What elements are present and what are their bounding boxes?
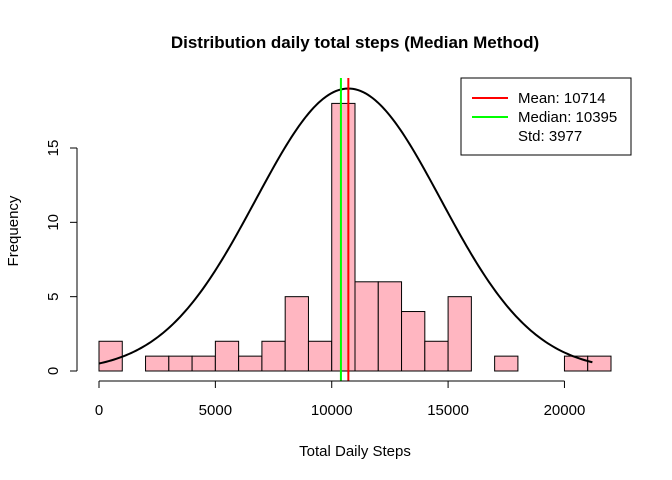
normal-curve <box>98 87 593 365</box>
histogram-bar-8 <box>284 296 309 372</box>
histogram-bar-11 <box>354 281 379 372</box>
x-tick-label-0: 0 <box>95 402 103 419</box>
histogram-bar-6 <box>238 355 263 372</box>
reference-lines <box>339 78 350 381</box>
histogram-bar-14 <box>424 340 449 372</box>
histogram-bar-15 <box>447 296 472 372</box>
histogram-bar-0 <box>98 340 123 372</box>
histogram-bar-21 <box>587 355 612 372</box>
chart-title: Distribution daily total steps (Median M… <box>171 33 539 52</box>
y-axis: 0 5 10 15 <box>45 140 78 375</box>
legend-label-2: Std: 3977 <box>518 128 582 145</box>
histogram-bar-17 <box>494 355 519 372</box>
x-tick-label-3: 15000 <box>427 402 469 419</box>
legend: Mean: 10714 Median: 10395 Std: 3977 <box>460 77 632 156</box>
histogram-bars <box>98 102 612 372</box>
histogram-bar-10 <box>331 102 356 372</box>
y-tick-label-3: 15 <box>45 140 62 157</box>
x-tick-label-2: 10000 <box>311 402 353 419</box>
legend-label-0: Mean: 10714 <box>518 90 606 107</box>
y-tick-label-1: 5 <box>45 292 62 300</box>
x-axis: 0 5000 10000 15000 20000 <box>95 380 586 419</box>
y-tick-label-0: 0 <box>45 367 62 375</box>
x-tick-label-4: 20000 <box>544 402 586 419</box>
histogram-bar-2 <box>145 355 170 372</box>
histogram-bar-3 <box>168 355 193 372</box>
normal-curve-layer <box>98 87 593 365</box>
y-tick-label-2: 10 <box>45 214 62 231</box>
histogram-bar-7 <box>261 340 286 372</box>
x-axis-label: Total Daily Steps <box>299 443 411 460</box>
x-tick-label-1: 5000 <box>199 402 232 419</box>
y-axis-label: Frequency <box>5 195 22 266</box>
legend-label-1: Median: 10395 <box>518 109 617 126</box>
histogram-bar-9 <box>307 340 333 372</box>
histogram-bar-13 <box>401 311 426 372</box>
histogram-bar-12 <box>377 281 403 372</box>
histogram-bar-5 <box>214 340 240 372</box>
histogram-bar-4 <box>191 355 216 372</box>
